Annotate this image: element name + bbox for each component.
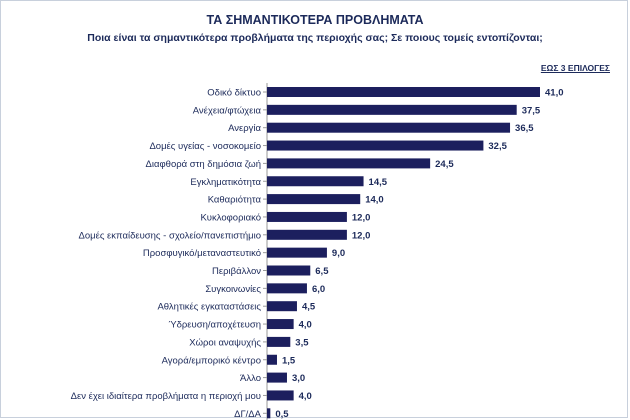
value-label: 4,0 <box>299 320 312 331</box>
value-label: 14,5 <box>369 177 388 188</box>
category-label: Κυκλοφοριακό <box>200 212 261 223</box>
value-label: 3,0 <box>292 373 305 384</box>
category-label: Αθλητικές εγκαταστάσεις <box>157 302 261 313</box>
value-label: 14,0 <box>365 195 384 206</box>
category-label: Άλλο <box>240 373 261 384</box>
value-label: 12,0 <box>352 212 371 223</box>
value-label: 9,0 <box>332 248 345 259</box>
category-label: Δομές υγείας - νοσοκομείο <box>149 141 261 152</box>
category-label: Συγκοινωνίες <box>205 284 261 295</box>
value-label: 1,5 <box>282 355 296 366</box>
category-label: Προσφυγικό/μεταναστευτικό <box>143 248 261 259</box>
category-label: Ανέχεια/φτώχεια <box>193 105 262 116</box>
bar <box>267 336 291 347</box>
value-label: 32,5 <box>488 141 507 152</box>
chart-title: ΤΑ ΣΗΜΑΝΤΙΚΟΤΕΡΑ ΠΡΟΒΛΗΜΑΤΑ <box>206 13 424 27</box>
category-label: Ύδρευση/αποχέτευση <box>168 320 261 331</box>
category-label: Περιβάλλον <box>212 266 261 277</box>
value-label: 6,0 <box>312 284 325 295</box>
value-label: 6,5 <box>315 266 329 277</box>
bar <box>267 247 327 258</box>
value-label: 3,5 <box>295 337 309 348</box>
category-label: Καθαριότητα <box>208 195 262 206</box>
bar <box>267 158 431 169</box>
bar <box>267 372 287 383</box>
category-label: Διαφθορά στη δημόσια ζωή <box>146 159 261 170</box>
bar <box>267 319 294 330</box>
bar <box>267 194 361 205</box>
category-label: Δεν έχει ιδιαίτερα προβλήματα η περιοχή … <box>71 391 261 402</box>
bar <box>267 390 294 401</box>
chart-subtitle: Ποια είναι τα σημαντικότερα προβλήματα τ… <box>87 32 543 44</box>
category-label: ΔΓ/ΔΑ <box>234 409 262 420</box>
bar <box>267 87 540 97</box>
value-label: 37,5 <box>522 105 541 116</box>
bar <box>267 354 277 365</box>
value-label: 0,5 <box>275 409 289 420</box>
bar <box>267 229 347 240</box>
bar <box>267 122 511 133</box>
value-label: 36,5 <box>515 123 534 134</box>
bar <box>267 104 517 115</box>
value-label: 24,5 <box>435 159 454 170</box>
bar <box>267 283 307 294</box>
category-label: Δομές εκπαίδευσης - σχολείο/πανεπιστήμιο <box>79 230 262 241</box>
bar <box>267 408 271 419</box>
bar <box>267 176 364 187</box>
value-label: 12,0 <box>352 230 371 241</box>
bar <box>267 140 484 151</box>
selection-note: ΕΩΣ 3 ΕΠΙΛΟΓΕΣ <box>540 63 610 73</box>
category-label: Οδικό δίκτυο <box>207 88 261 99</box>
bar <box>267 301 297 312</box>
value-label: 4,0 <box>299 391 312 402</box>
bar <box>267 211 347 222</box>
value-label: 4,5 <box>302 302 316 313</box>
category-label: Χώροι αναψυχής <box>189 337 261 348</box>
category-label: Αγορά/εμπορικό κέντρο <box>162 355 261 366</box>
bar <box>267 265 311 276</box>
category-label: Ανεργία <box>228 123 261 134</box>
value-label: 41,0 <box>545 88 564 99</box>
category-label: Εγκληματικότητα <box>190 177 261 188</box>
